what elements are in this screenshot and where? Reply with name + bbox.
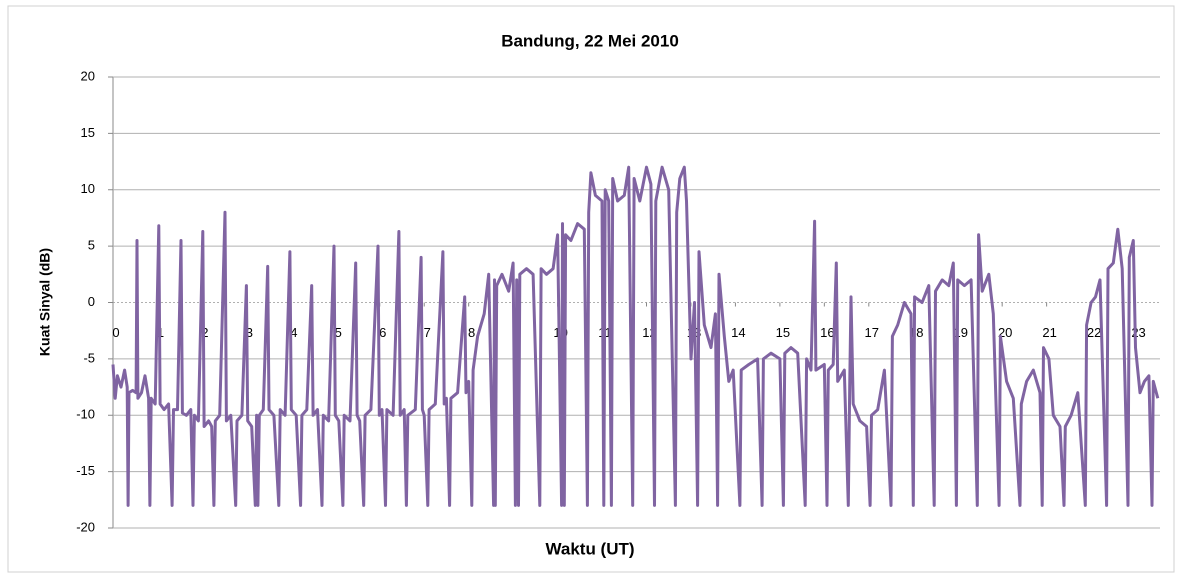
y-tick-label: -20 — [76, 519, 95, 534]
x-tick-label: 22 — [1087, 325, 1101, 340]
x-tick-label: 6 — [379, 325, 386, 340]
y-tick-label: 5 — [88, 238, 95, 253]
y-tick-label: 20 — [81, 68, 95, 83]
x-tick-label: 3 — [246, 325, 253, 340]
x-tick-label: 21 — [1042, 325, 1056, 340]
x-tick-label: 15 — [776, 325, 790, 340]
y-tick-label: 15 — [81, 125, 95, 140]
x-tick-label: 5 — [335, 325, 342, 340]
x-tick-label: 17 — [865, 325, 879, 340]
y-tick-label: -5 — [83, 350, 95, 365]
signal-line — [111, 165, 1160, 507]
x-tick-label: 8 — [468, 325, 475, 340]
x-axis-title: Waktu (UT) — [545, 539, 634, 558]
y-tick-label: 10 — [81, 181, 95, 196]
x-tick-label: 0 — [112, 325, 119, 340]
y-axis-title: Kuat Sinyal (dB) — [37, 248, 53, 356]
y-tick-label: -15 — [76, 463, 95, 478]
x-tick-label: 4 — [290, 325, 297, 340]
x-tick-label: 16 — [820, 325, 834, 340]
y-tick-label: -10 — [76, 407, 95, 422]
y-tick-label: 0 — [88, 294, 95, 309]
x-tick-label: 14 — [731, 325, 745, 340]
chart-title: Bandung, 22 Mei 2010 — [501, 31, 679, 50]
x-tick-label: 23 — [1131, 325, 1145, 340]
x-tick-label: 7 — [424, 325, 431, 340]
